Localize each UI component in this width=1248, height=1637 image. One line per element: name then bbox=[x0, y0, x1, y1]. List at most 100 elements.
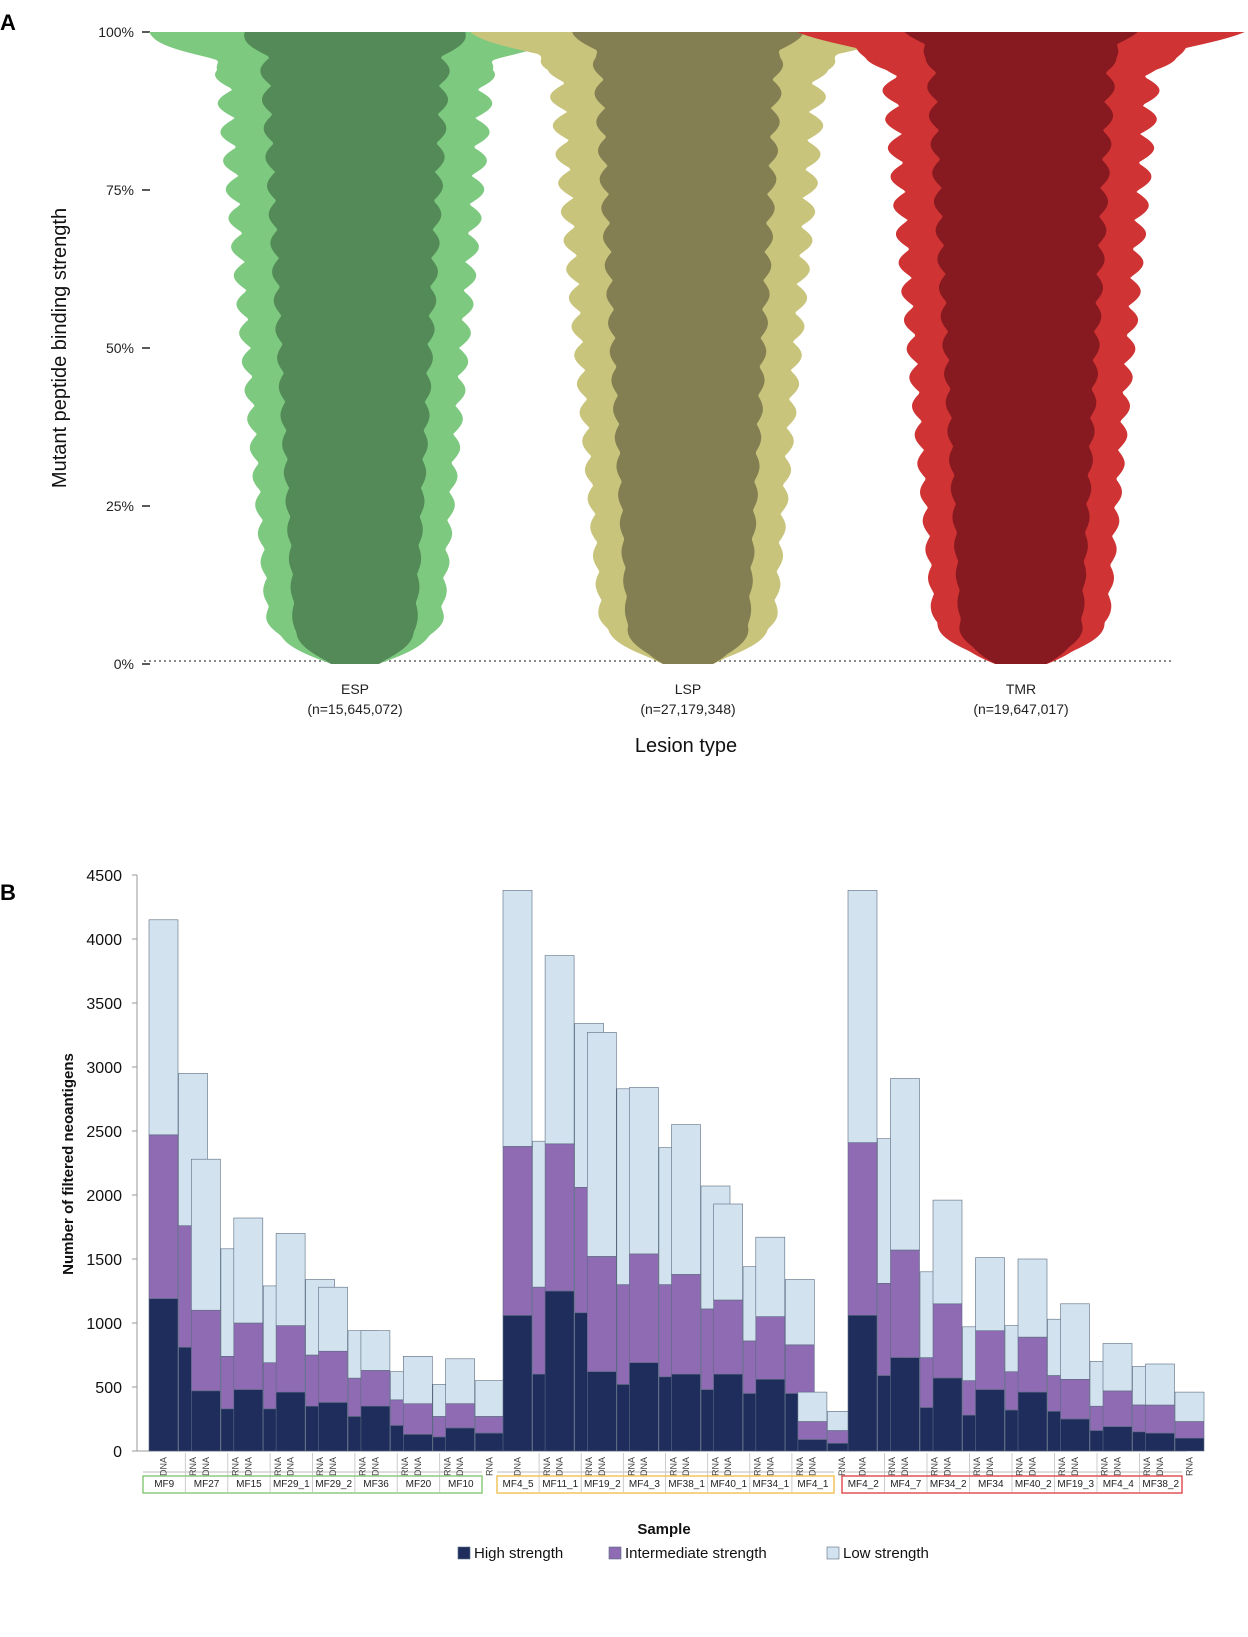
bar-sublabel: DNA bbox=[639, 1457, 649, 1476]
bar-sublabel: DNA bbox=[455, 1457, 465, 1476]
bar-MF10-rna-low bbox=[474, 1380, 505, 1417]
bar-sublabel: RNA bbox=[542, 1457, 552, 1476]
y-tick-label-a: 100% bbox=[98, 24, 134, 40]
bar-MF27-dna-high bbox=[191, 1390, 221, 1452]
bar-MF40_1-dna-high bbox=[713, 1373, 743, 1452]
y-tick-label-b: 2000 bbox=[86, 1188, 122, 1205]
bar-MF4_4-dna-low bbox=[1102, 1343, 1133, 1392]
bar-sublabel: DNA bbox=[159, 1457, 169, 1476]
bar-MF38_2-dna-intermediate bbox=[1145, 1404, 1175, 1434]
bar-sublabel: RNA bbox=[837, 1457, 847, 1476]
bar-sublabel: DNA bbox=[597, 1457, 607, 1476]
sample-label: MF19_2 bbox=[584, 1479, 621, 1490]
bar-MF38_2-rna-intermediate bbox=[1174, 1421, 1205, 1439]
sample-label: MF40_1 bbox=[710, 1479, 747, 1490]
y-axis-title-b: Number of filtered neoantigens bbox=[60, 1053, 77, 1275]
panel-b-label: B bbox=[0, 880, 16, 905]
bar-MF29_1-dna-high bbox=[275, 1391, 306, 1452]
bar-sublabel: DNA bbox=[513, 1457, 523, 1476]
sample-label: MF4_1 bbox=[797, 1479, 829, 1490]
bar-MF19_2-dna-low bbox=[586, 1032, 617, 1257]
bar-sublabel: RNA bbox=[1100, 1457, 1110, 1476]
bar-MF38_1-dna-low bbox=[671, 1124, 701, 1275]
bar-MF10-rna-high bbox=[474, 1432, 505, 1452]
bar-MF15-dna-intermediate bbox=[233, 1322, 264, 1390]
violin-esp-inner bbox=[244, 32, 466, 664]
bar-MF36-dna-intermediate bbox=[360, 1370, 391, 1407]
bar-sublabel: RNA bbox=[188, 1457, 198, 1476]
bar-MF4_7-dna-high bbox=[890, 1357, 920, 1452]
y-tick-label-b: 1500 bbox=[86, 1252, 122, 1269]
bar-MF4_7-dna-low bbox=[890, 1078, 920, 1251]
bar-MF4_1-dna-high bbox=[797, 1439, 828, 1452]
y-tick-label-b: 0 bbox=[113, 1444, 122, 1461]
bar-MF38_2-dna-high bbox=[1145, 1432, 1175, 1452]
bar-MF4_3-dna-low bbox=[629, 1087, 659, 1255]
bar-MF11_1-dna-low bbox=[544, 955, 575, 1145]
bar-sublabel: DNA bbox=[1155, 1457, 1165, 1476]
bar-MF34_1-dna-high bbox=[755, 1379, 786, 1452]
y-tick-label-a: 25% bbox=[106, 498, 134, 514]
bar-MF34-dna-low bbox=[975, 1257, 1005, 1331]
bar-sublabel: RNA bbox=[400, 1457, 410, 1476]
violin-lsp-inner bbox=[572, 32, 804, 664]
group-box-esp bbox=[142, 1475, 483, 1494]
y-tick-label-b: 3000 bbox=[86, 1060, 122, 1077]
bar-MF27-dna-low bbox=[191, 1158, 221, 1311]
bar-sublabel: RNA bbox=[711, 1457, 721, 1476]
bar-sublabel: DNA bbox=[286, 1457, 296, 1476]
bar-MF40_2-dna-intermediate bbox=[1017, 1336, 1048, 1393]
bar-MF34_2-dna-high bbox=[932, 1377, 963, 1452]
bar-MF34_1-dna-intermediate bbox=[755, 1316, 786, 1380]
bar-sublabel: RNA bbox=[358, 1457, 368, 1476]
bar-MF29_1-dna-intermediate bbox=[275, 1325, 306, 1393]
bar-sublabel: RNA bbox=[972, 1457, 982, 1476]
sample-label: MF10 bbox=[448, 1479, 474, 1490]
bar-MF40_1-dna-low bbox=[713, 1203, 743, 1301]
sample-label: MF4_4 bbox=[1103, 1479, 1135, 1490]
bar-sublabel: DNA bbox=[1028, 1457, 1038, 1476]
bar-sublabel: DNA bbox=[1070, 1457, 1080, 1476]
bar-MF4_1-dna-low bbox=[797, 1391, 828, 1422]
bar-MF4_2-dna-high bbox=[847, 1315, 878, 1452]
y-tick-label-b: 2500 bbox=[86, 1124, 122, 1141]
bar-sublabel: DNA bbox=[985, 1457, 995, 1476]
bar-MF40_1-dna-intermediate bbox=[713, 1299, 743, 1375]
bar-MF34_1-rna-low bbox=[784, 1279, 815, 1346]
bar-sublabel: DNA bbox=[201, 1457, 211, 1476]
bar-sublabel: DNA bbox=[1113, 1457, 1123, 1476]
bar-MF4_3-dna-high bbox=[629, 1362, 659, 1452]
sample-label: MF15 bbox=[236, 1479, 262, 1490]
y-axis-title-a: Mutant peptide binding strength bbox=[49, 208, 71, 488]
bar-MF29_2-dna-low bbox=[318, 1286, 348, 1352]
sample-label: MF34 bbox=[978, 1479, 1004, 1490]
bar-MF40_2-dna-low bbox=[1017, 1258, 1048, 1338]
violin-tmr-inner bbox=[904, 32, 1138, 664]
bar-sublabel: DNA bbox=[858, 1457, 868, 1476]
sample-label: MF29_2 bbox=[315, 1479, 352, 1490]
y-tick-label-a: 0% bbox=[114, 656, 134, 672]
bar-MF40_2-dna-high bbox=[1017, 1391, 1048, 1452]
bar-MF19_2-dna-intermediate bbox=[586, 1256, 617, 1372]
bar-MF9-dna-high bbox=[148, 1298, 179, 1452]
bar-sublabel: DNA bbox=[555, 1457, 565, 1476]
sample-label: MF9 bbox=[154, 1479, 174, 1490]
bar-sublabel: RNA bbox=[273, 1457, 283, 1476]
sample-label: MF4_5 bbox=[503, 1479, 535, 1490]
bar-MF10-rna-intermediate bbox=[474, 1416, 505, 1434]
bar-sublabel: DNA bbox=[243, 1457, 253, 1476]
bar-sublabel: RNA bbox=[1185, 1457, 1195, 1476]
bar-MF27-dna-intermediate bbox=[191, 1309, 221, 1392]
panel-b-stacked-bar-chart: 0 500 1000 1500 2000 2500 3000 3500 4000 4500 Numb… bbox=[60, 868, 1205, 1562]
sample-label: MF36 bbox=[363, 1479, 389, 1490]
bar-MF38_2-dna-low bbox=[1145, 1363, 1175, 1406]
y-tick-label-b: 3500 bbox=[86, 996, 122, 1013]
legend-swatch-low bbox=[826, 1546, 840, 1560]
y-tick-label-b: 1000 bbox=[86, 1316, 122, 1333]
bar-MF10-dna-intermediate bbox=[445, 1403, 475, 1429]
bar-sublabel: RNA bbox=[1142, 1457, 1152, 1476]
sample-label: MF27 bbox=[194, 1479, 220, 1490]
bar-MF4_1-dna-intermediate bbox=[797, 1421, 828, 1440]
x-category-label: ESP bbox=[341, 681, 369, 697]
bar-sublabel: RNA bbox=[230, 1457, 240, 1476]
